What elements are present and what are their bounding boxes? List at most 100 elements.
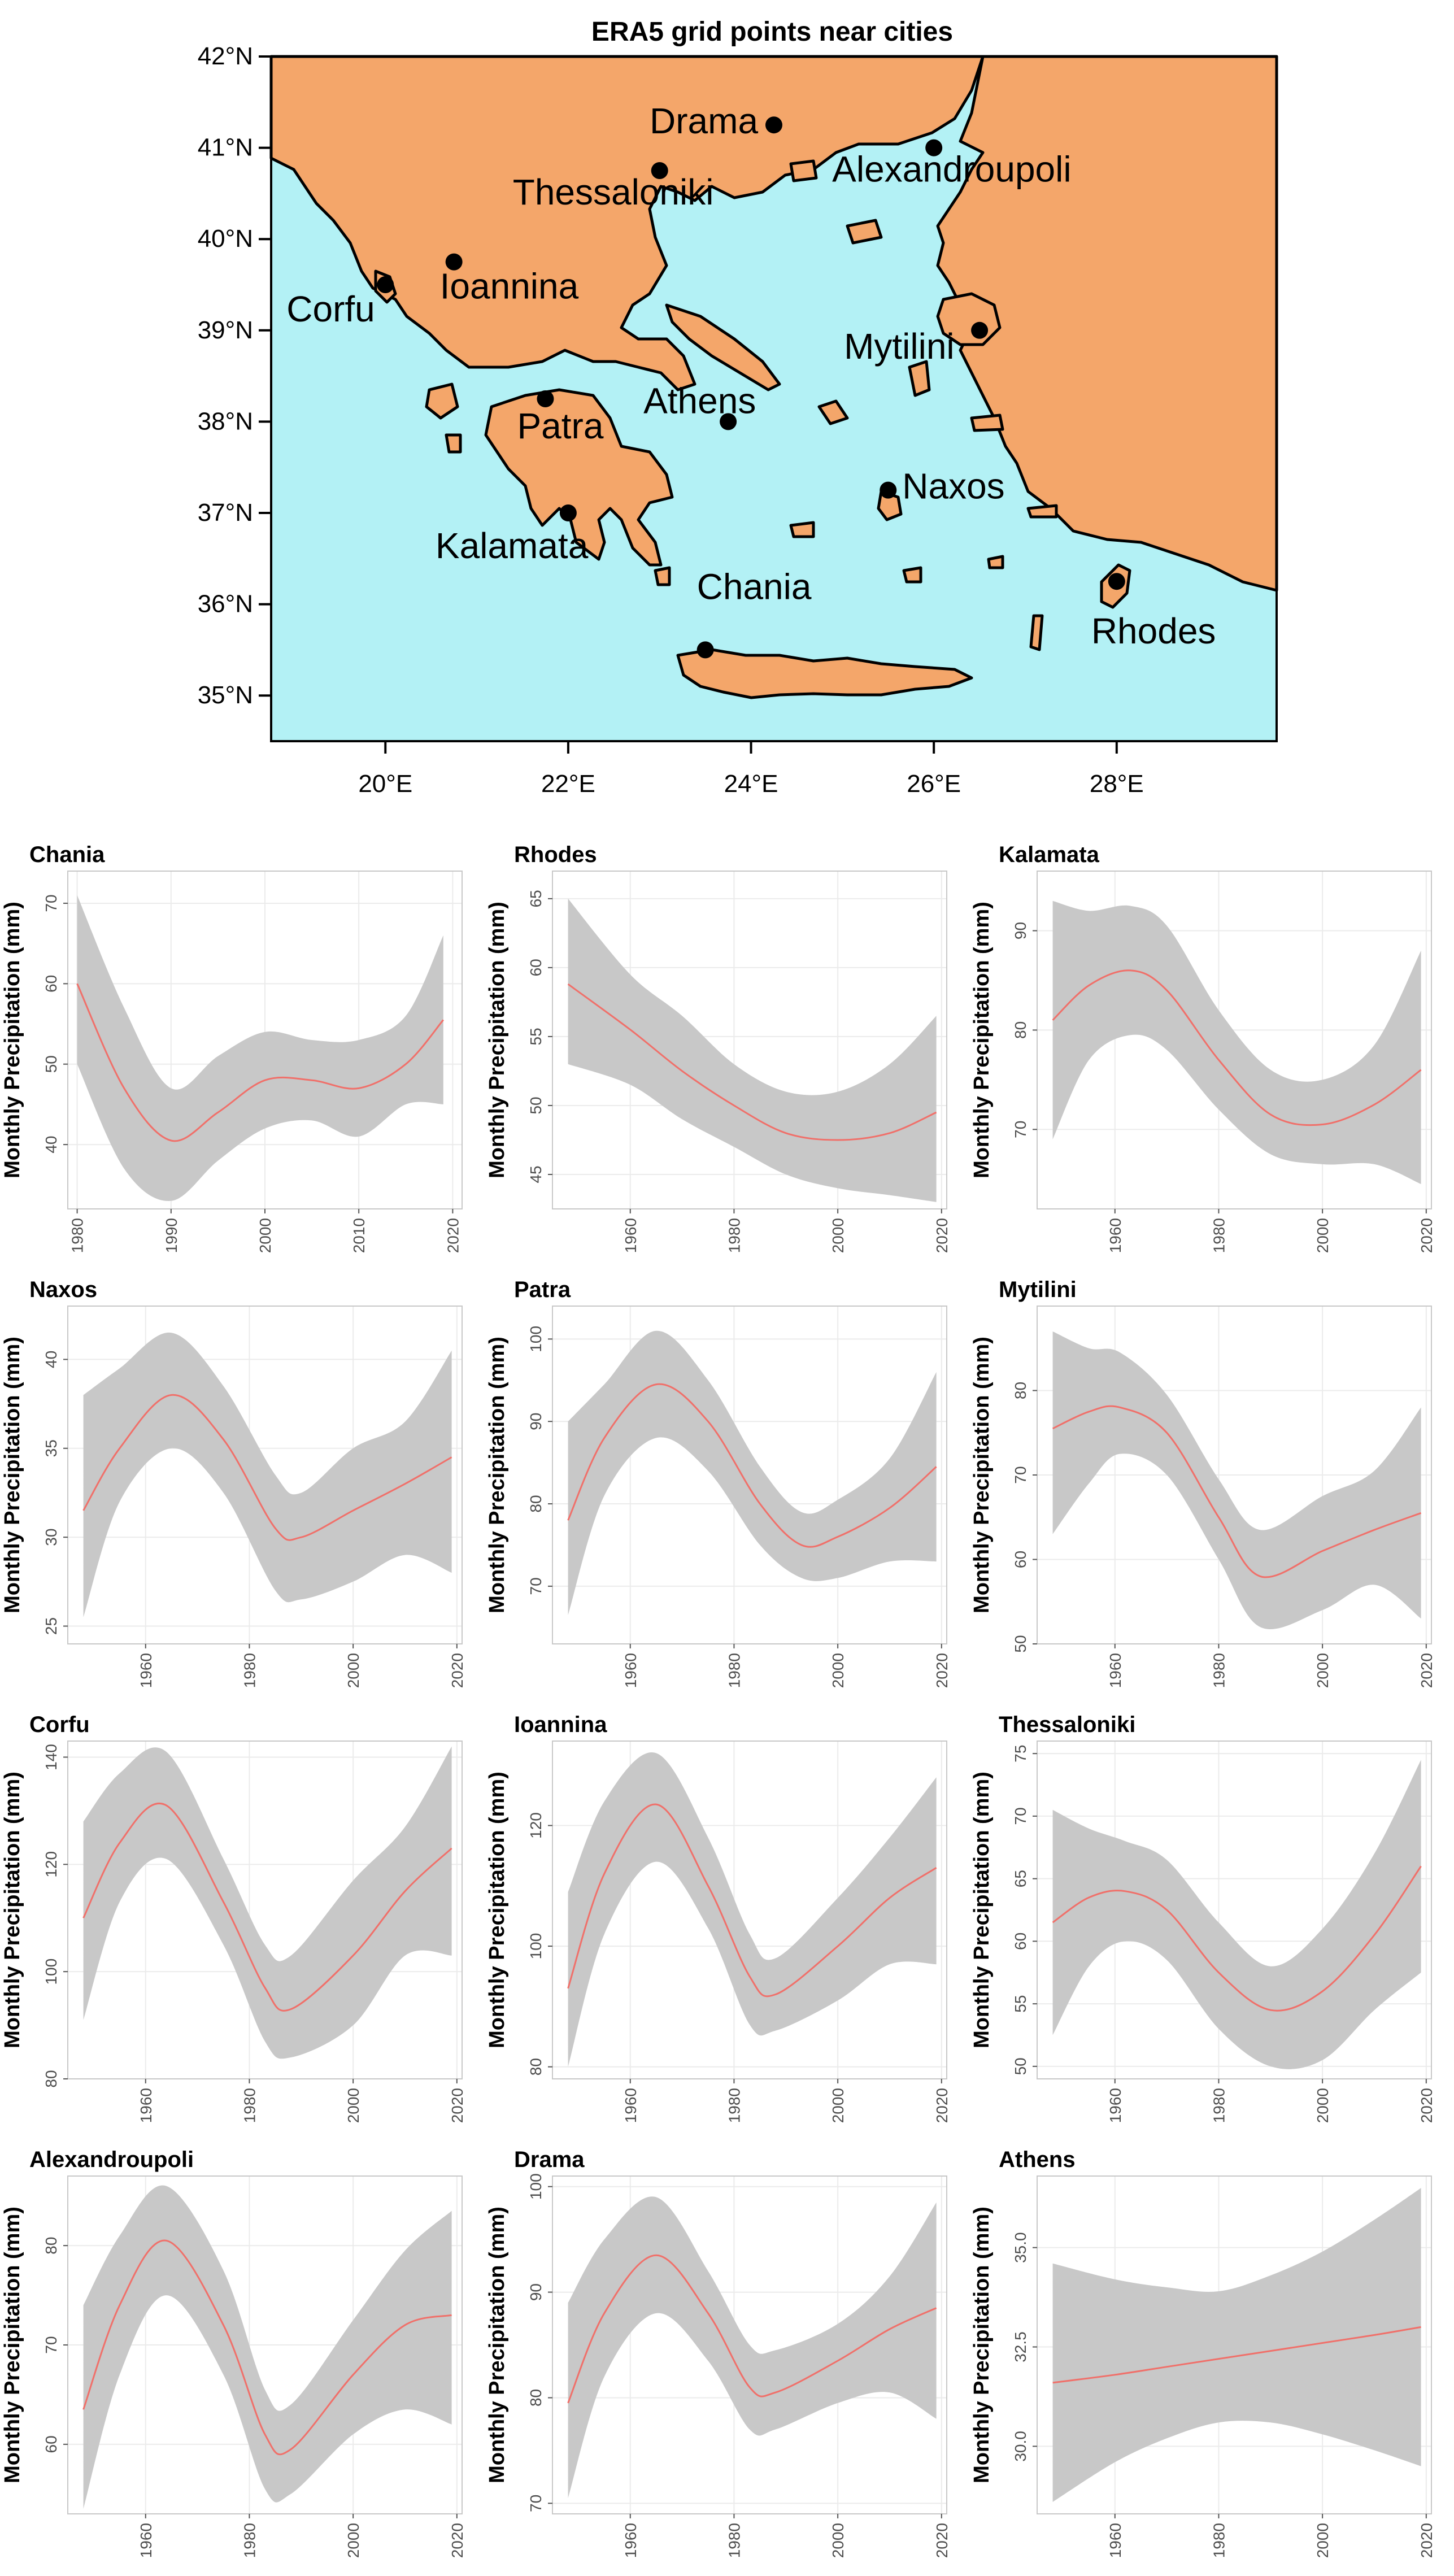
city-marker-mytilini: [971, 321, 989, 339]
confidence-band: [1052, 1331, 1421, 1629]
panel-title: Chania: [29, 842, 105, 867]
confidence-band: [1052, 2188, 1421, 2502]
confidence-band: [568, 898, 937, 1202]
map-lat-label: 40°N: [198, 225, 253, 253]
fit-line: [82, 1802, 452, 2012]
x-tick-label: 1960: [137, 1653, 155, 1688]
y-axis-label: Monthly Precipitation (mm): [1, 902, 24, 1178]
chart-thessaloniki: Thessaloniki Monthly Precipitation (mm) 50…: [970, 1712, 1435, 2123]
x-tick-label: 2000: [256, 1218, 274, 1253]
x-tick-label: 1960: [1107, 1653, 1124, 1688]
x-tick-label: 2020: [933, 2523, 951, 2558]
y-tick-label: 35.0: [1012, 2232, 1029, 2263]
city-marker-alexandroupoli: [925, 139, 943, 156]
x-tick-label: 1980: [725, 2088, 743, 2123]
y-tick-label: 45: [527, 1165, 545, 1183]
chart-drama: Drama Monthly Precipitation (mm) 70 80 90 100…: [485, 2147, 951, 2558]
y-axis-label: Monthly Precipitation (mm): [1, 1772, 24, 2048]
panel-title: Drama: [514, 2147, 585, 2172]
x-tick-label: 2000: [345, 2523, 362, 2558]
city-marker-patra: [537, 390, 554, 407]
chart-kalamata: Kalamata Monthly Precipitation (mm) 70 80 90…: [970, 842, 1435, 1253]
y-tick-label: 60: [527, 959, 545, 976]
fit-line: [567, 1383, 937, 1548]
y-tick-label: 70: [527, 2495, 545, 2512]
x-tick-label: 2000: [829, 1653, 847, 1688]
x-tick-label: 1980: [725, 2523, 743, 2558]
panel-title: Corfu: [29, 1712, 90, 1737]
chart-chania: Chania Monthly Precipitation (mm) 40 50 60 70…: [1, 842, 463, 1253]
panel-naxos: Naxos Monthly Precipitation (mm) 25 30 35 40 1…: [0, 1271, 485, 1706]
x-tick-label: 1960: [137, 2523, 155, 2558]
x-tick-label: 1960: [1107, 2088, 1124, 2123]
x-tick-label: 1980: [725, 1653, 743, 1688]
y-tick-label: 55: [527, 1028, 545, 1045]
map-lat-label: 35°N: [198, 681, 253, 709]
x-tick-label: 2020: [449, 2523, 466, 2558]
city-marker-corfu: [377, 276, 394, 293]
y-tick-label: 50: [1012, 2057, 1029, 2075]
y-tick-label: 50: [42, 1055, 60, 1073]
y-tick-label: 90: [527, 2283, 545, 2301]
map-lat-label: 42°N: [198, 42, 253, 70]
x-tick-label: 2020: [933, 2088, 951, 2123]
confidence-band: [568, 2196, 937, 2498]
city-label-naxos: Naxos: [902, 466, 1004, 507]
fit-line: [1052, 1865, 1422, 2012]
map-lat-label: 39°N: [198, 316, 253, 344]
city-label-kalamata: Kalamata: [436, 525, 589, 566]
y-axis-label: Monthly Precipitation (mm): [970, 2207, 994, 2483]
fit-line: [1052, 969, 1422, 1126]
y-tick-label: 60: [42, 2435, 60, 2453]
panel-title: Mytilini: [999, 1277, 1077, 1302]
y-axis-label: Monthly Precipitation (mm): [970, 1772, 994, 2048]
y-tick-label: 40: [42, 1351, 60, 1368]
y-tick-label: 70: [1012, 1807, 1029, 1825]
x-tick-label: 1960: [622, 1653, 639, 1688]
confidence-band: [83, 1332, 452, 1617]
y-axis-label: Monthly Precipitation (mm): [485, 1337, 509, 1613]
chart-mytilini: Mytilini Monthly Precipitation (mm) 50 60 70…: [970, 1277, 1435, 1688]
city-label-corfu: Corfu: [286, 289, 375, 329]
panel-kalamata: Kalamata Monthly Precipitation (mm) 70 80 90…: [969, 836, 1454, 1271]
map-axes: 35°N 36°N 37°N 38°N 39°N 40°N 41°N 42°N 20°E 22°E…: [198, 42, 1144, 798]
y-tick-label: 70: [1012, 1466, 1029, 1483]
map-title: ERA5 grid points near cities: [591, 17, 953, 47]
map-lat-label: 37°N: [198, 499, 253, 526]
map-lon-label: 28°E: [1090, 770, 1144, 798]
plot-frame: [552, 1306, 947, 1644]
confidence-band: [83, 2185, 452, 2509]
y-tick-label: 80: [1012, 1021, 1029, 1039]
era5-map: ERA5 grid points near cities: [198, 17, 1278, 798]
y-tick-label: 120: [527, 1812, 545, 1839]
x-tick-label: 1990: [163, 1218, 180, 1253]
map-frame: [270, 55, 1278, 742]
panel-title: Kalamata: [999, 842, 1100, 867]
x-tick-label: 1980: [241, 2523, 258, 2558]
confidence-band: [568, 1752, 937, 2067]
y-tick-label: 100: [527, 2173, 545, 2200]
x-tick-label: 2000: [1314, 1653, 1331, 1688]
map-lon-label: 26°E: [907, 770, 961, 798]
y-axis-label: Monthly Precipitation (mm): [1, 2207, 24, 2483]
plot-frame: [1037, 1740, 1432, 2079]
panel-title: Alexandroupoli: [29, 2147, 194, 2172]
map-lon-label: 22°E: [541, 770, 595, 798]
y-tick-label: 70: [527, 1577, 545, 1595]
y-tick-label: 65: [1012, 1870, 1029, 1887]
x-tick-label: 1980: [69, 1218, 86, 1253]
city-marker-kalamata: [559, 504, 577, 521]
panel-rhodes: Rhodes Monthly Precipitation (mm) 45 50 55 60…: [485, 836, 969, 1271]
panel-title: Thessaloniki: [999, 1712, 1135, 1737]
y-tick-label: 80: [1012, 1382, 1029, 1399]
panel-patra: Patra Monthly Precipitation (mm) 70 80 90 100…: [485, 1271, 969, 1706]
y-axis-label: Monthly Precipitation (mm): [485, 2207, 509, 2483]
y-tick-label: 100: [42, 1959, 60, 1985]
x-tick-label: 2000: [829, 1218, 847, 1253]
chart-athens: Athens Monthly Precipitation (mm) 30.0 32.5…: [970, 2147, 1435, 2558]
y-axis-label: Monthly Precipitation (mm): [1, 1337, 24, 1613]
city-label-athens: Athens: [643, 380, 756, 421]
map-lon-label: 24°E: [724, 770, 778, 798]
map-lon-label: 20°E: [358, 770, 412, 798]
x-tick-label: 2000: [345, 1653, 362, 1688]
